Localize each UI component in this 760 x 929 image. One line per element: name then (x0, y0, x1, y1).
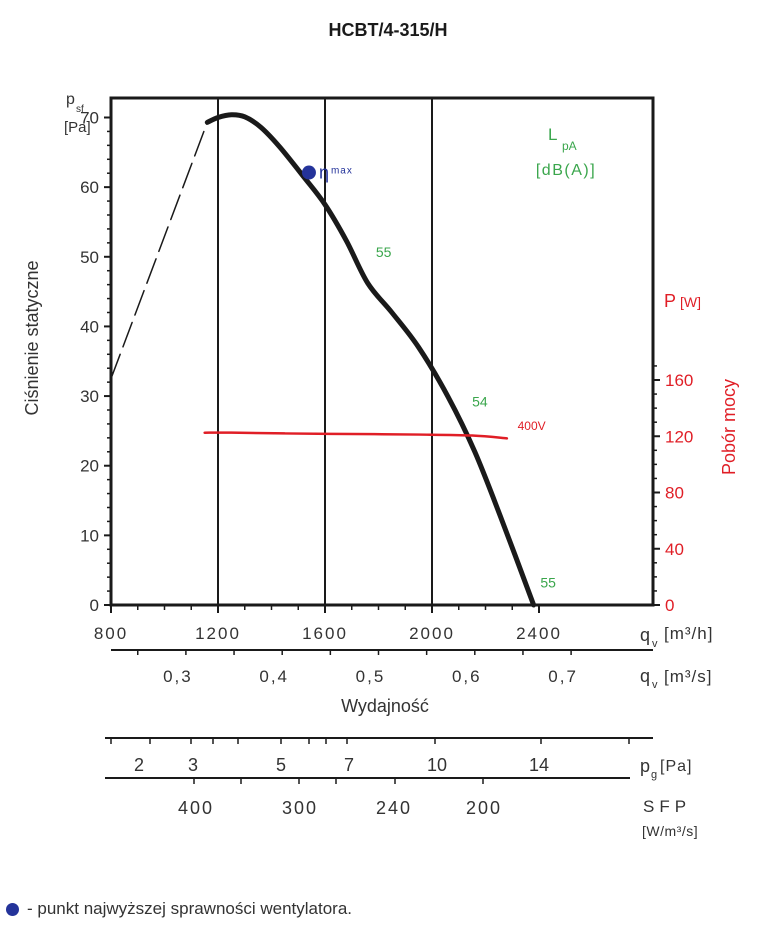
power-unit: [W] (680, 294, 701, 310)
pg-sub: g (651, 769, 657, 781)
pg-tick-label: 2 (134, 755, 144, 775)
right-tick-label: 160 (665, 371, 693, 390)
qv-unit-m3s: [m³/s] (664, 667, 713, 686)
x2-tick-label: 0,3 (163, 667, 193, 686)
qv-symbol: q (640, 625, 650, 645)
x2-tick-label: 0,4 (259, 667, 289, 686)
y-tick-label: 0 (90, 596, 99, 615)
x2-ticks: 0,3 0,4 0,5 0,6 0,7 (137, 650, 578, 686)
sfp-tick-label: 400 (178, 798, 214, 818)
y-unit: [Pa] (64, 119, 91, 136)
right-ticks: 0 40 80 120 160 (653, 365, 693, 615)
qv-sub: v (652, 638, 658, 650)
eta-max-marker (301, 165, 316, 180)
lpa-value-label: 55 (376, 244, 392, 260)
pg-tick-label: 14 (529, 755, 549, 775)
y-tick-label: 50 (80, 248, 99, 267)
y-axis-title: Ciśnienie statyczne (22, 260, 42, 415)
x-ticks: 800 1200 1600 2000 2400 (94, 605, 562, 643)
voltage-label: 400V (518, 419, 546, 433)
sfp-tick-label: 300 (282, 798, 318, 818)
eta-label: max (331, 166, 353, 177)
y-tick-label: 30 (80, 387, 99, 406)
right-tick-label: 0 (665, 596, 674, 615)
pg-tick-label: 7 (344, 755, 354, 775)
eta-marker-icon (6, 902, 19, 916)
series-power (203, 431, 509, 440)
lpa-title: L (548, 125, 557, 144)
qv-unit-m3h: [m³/h] (664, 624, 713, 643)
pg-unit: [Pa] (660, 758, 692, 775)
pg-tick-label: 5 (276, 755, 286, 775)
sfp-tick-label: 200 (466, 798, 502, 818)
x2-tick-label: 0,5 (356, 667, 386, 686)
x-tick-label: 800 (94, 624, 128, 643)
y-tick-label: 10 (80, 526, 99, 545)
power-axis-title: Pobór mocy (719, 379, 739, 475)
y-tick-label: 70 (80, 109, 99, 128)
y-tick-label: 60 (80, 178, 99, 197)
qv2-sub: v (652, 679, 658, 691)
y-ticks: 0 10 20 30 40 50 60 70 (80, 109, 111, 615)
x-tick-label: 2000 (409, 624, 455, 643)
sfp-label: SFP (643, 797, 691, 816)
pg-ticks: 2 3 5 7 10 14 (110, 738, 630, 775)
x-tick-label: 2400 (516, 624, 562, 643)
sfp-ticks: 400 300 240 200 (178, 778, 502, 818)
series-group (110, 112, 537, 608)
y-symbol: p (66, 91, 75, 108)
sfp-tick-label: 240 (376, 798, 412, 818)
x2-tick-label: 0,7 (548, 667, 578, 686)
series-pressure-dashed (110, 121, 209, 380)
lpa-value-label: 54 (472, 394, 488, 410)
x-axis-title: Wydajność (341, 696, 429, 716)
lpa-sub: pA (562, 139, 577, 153)
y-symbol-sub: sf (76, 104, 84, 115)
lpa-value-label: 55 (540, 575, 556, 591)
pg-symbol: p (640, 756, 650, 776)
annotations: 55 54 55 400V η max (301, 163, 556, 591)
plot-frame (109, 96, 655, 607)
qv2-symbol: q (640, 666, 650, 686)
x-tick-label: 1200 (195, 624, 241, 643)
pg-tick-label: 3 (188, 755, 198, 775)
y-tick-label: 40 (80, 317, 99, 336)
right-tick-label: 80 (665, 484, 684, 503)
eta-symbol: η (319, 163, 329, 183)
right-tick-label: 40 (665, 540, 684, 559)
footnote: - punkt najwyższej sprawności wentylator… (6, 899, 352, 919)
lpa-unit: [dB(A)] (536, 162, 596, 179)
power-symbol: P (664, 291, 676, 311)
x2-tick-label: 0,6 (452, 667, 482, 686)
footnote-text: - punkt najwyższej sprawności wentylator… (27, 899, 353, 918)
sfp-unit: [W/m³/s] (642, 823, 698, 839)
y-tick-label: 20 (80, 457, 99, 476)
x-tick-label: 1600 (302, 624, 348, 643)
chart-title: HCBT/4-315/H (328, 20, 447, 40)
right-tick-label: 120 (665, 427, 693, 446)
series-pressure (204, 112, 537, 608)
pg-tick-label: 10 (427, 755, 447, 775)
grid (217, 98, 433, 605)
